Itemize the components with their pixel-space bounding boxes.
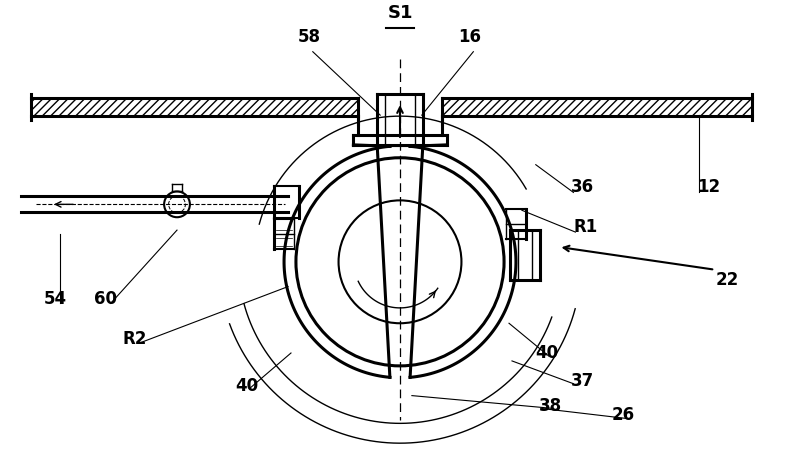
Text: 40: 40 (235, 377, 258, 394)
Text: 40: 40 (535, 344, 558, 362)
Text: S1: S1 (387, 4, 413, 22)
Bar (442, 98, 752, 116)
Text: 26: 26 (611, 407, 634, 425)
Text: 22: 22 (715, 271, 738, 288)
Text: 12: 12 (698, 178, 721, 196)
Text: 60: 60 (94, 290, 117, 308)
Text: 38: 38 (539, 396, 562, 414)
Text: R1: R1 (574, 218, 598, 236)
Text: 58: 58 (298, 28, 320, 46)
Text: R2: R2 (122, 330, 146, 348)
Text: 54: 54 (43, 290, 66, 308)
Text: 37: 37 (570, 372, 594, 390)
Text: 16: 16 (458, 28, 481, 46)
Bar (31, 98, 358, 116)
Text: 36: 36 (570, 178, 594, 196)
